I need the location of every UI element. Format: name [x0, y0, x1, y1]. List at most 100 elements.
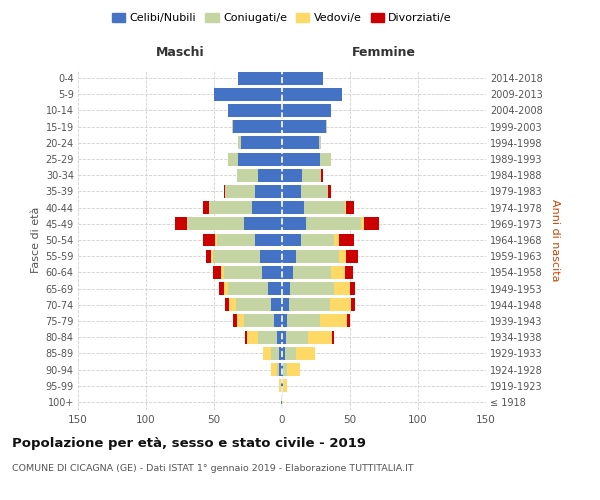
Bar [286, 330, 308, 344]
Bar [282, 88, 342, 101]
Bar [282, 152, 320, 166]
Bar [290, 282, 334, 295]
Bar [350, 282, 355, 295]
Bar [282, 201, 304, 214]
Bar [271, 363, 277, 376]
Bar [220, 282, 224, 295]
Bar [279, 347, 282, 360]
Bar [257, 330, 277, 344]
Bar [282, 396, 283, 408]
Bar [237, 169, 257, 181]
Bar [339, 250, 346, 262]
Bar [301, 234, 334, 246]
Bar [282, 314, 287, 328]
Bar [232, 120, 233, 133]
Bar [279, 379, 281, 392]
Y-axis label: Anni di nascita: Anni di nascita [550, 198, 560, 281]
Bar [206, 250, 211, 262]
Bar [344, 201, 346, 214]
Bar [241, 136, 282, 149]
Bar [238, 72, 282, 85]
Bar [282, 266, 293, 279]
Bar [282, 169, 302, 181]
Bar [247, 330, 257, 344]
Bar [236, 298, 271, 311]
Bar [274, 314, 282, 328]
Bar [352, 298, 355, 311]
Bar [344, 266, 353, 279]
Y-axis label: Fasce di età: Fasce di età [31, 207, 41, 273]
Bar [244, 218, 282, 230]
Bar [175, 218, 187, 230]
Bar [277, 363, 279, 376]
Bar [282, 347, 285, 360]
Bar [282, 379, 283, 392]
Bar [346, 201, 354, 214]
Bar [212, 250, 260, 262]
Bar [339, 234, 354, 246]
Bar [334, 282, 350, 295]
Bar [287, 363, 299, 376]
Bar [296, 250, 339, 262]
Bar [302, 169, 322, 181]
Bar [346, 250, 358, 262]
Bar [282, 234, 301, 246]
Bar [283, 379, 287, 392]
Bar [320, 314, 347, 328]
Bar [287, 314, 320, 328]
Bar [252, 201, 282, 214]
Bar [282, 136, 319, 149]
Bar [282, 298, 289, 311]
Bar [224, 185, 225, 198]
Bar [282, 120, 326, 133]
Bar [282, 104, 331, 117]
Bar [289, 298, 329, 311]
Bar [271, 347, 279, 360]
Bar [283, 363, 287, 376]
Bar [282, 330, 286, 344]
Legend: Celibi/Nubili, Coniugati/e, Vedovi/e, Divorziati/e: Celibi/Nubili, Coniugati/e, Vedovi/e, Di… [107, 8, 457, 28]
Bar [293, 266, 331, 279]
Bar [260, 250, 282, 262]
Bar [224, 282, 227, 295]
Bar [329, 298, 352, 311]
Bar [225, 298, 229, 311]
Bar [322, 169, 323, 181]
Bar [332, 330, 334, 344]
Bar [255, 185, 282, 198]
Bar [281, 379, 282, 392]
Bar [328, 185, 331, 198]
Bar [285, 347, 296, 360]
Bar [187, 218, 244, 230]
Bar [271, 298, 282, 311]
Bar [227, 152, 238, 166]
Bar [320, 152, 331, 166]
Bar [308, 330, 332, 344]
Bar [233, 314, 237, 328]
Bar [238, 152, 282, 166]
Bar [244, 314, 274, 328]
Bar [227, 104, 282, 117]
Bar [229, 298, 236, 311]
Bar [225, 185, 255, 198]
Bar [282, 72, 323, 85]
Bar [203, 234, 215, 246]
Bar [304, 201, 344, 214]
Bar [245, 330, 247, 344]
Text: Popolazione per età, sesso e stato civile - 2019: Popolazione per età, sesso e stato civil… [12, 438, 366, 450]
Bar [238, 136, 241, 149]
Bar [282, 250, 296, 262]
Bar [233, 120, 282, 133]
Text: Femmine: Femmine [352, 46, 416, 59]
Bar [224, 266, 262, 279]
Bar [326, 120, 327, 133]
Bar [281, 396, 282, 408]
Bar [347, 314, 350, 328]
Bar [262, 266, 282, 279]
Bar [268, 282, 282, 295]
Bar [257, 169, 282, 181]
Bar [319, 136, 322, 149]
Bar [361, 218, 364, 230]
Bar [301, 185, 328, 198]
Bar [364, 218, 379, 230]
